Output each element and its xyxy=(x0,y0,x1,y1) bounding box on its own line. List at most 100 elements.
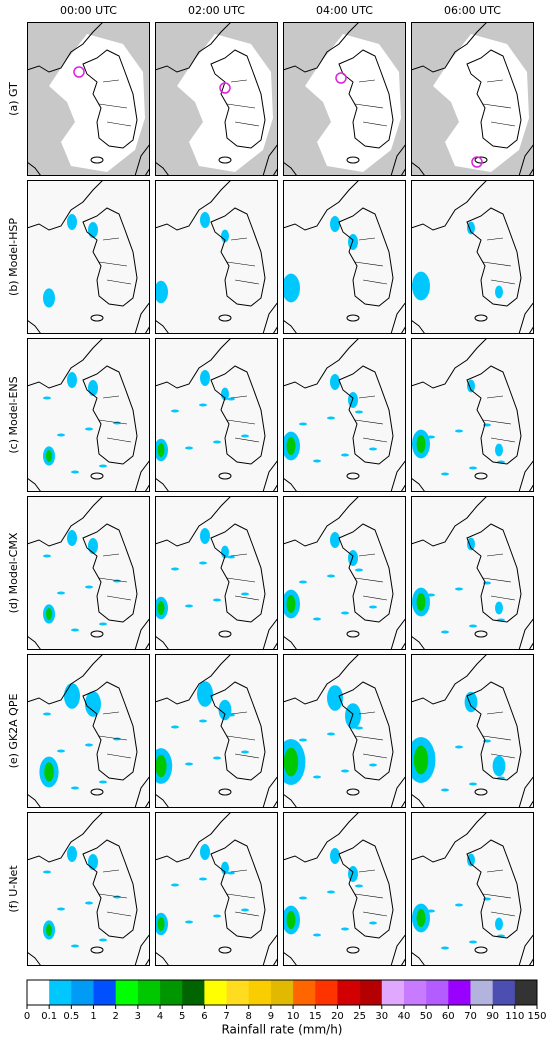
rain-speck xyxy=(85,427,93,431)
rain-speck xyxy=(99,622,107,626)
rain-speck xyxy=(71,470,79,474)
colorbar-swatch xyxy=(337,980,360,1005)
highlight-circle xyxy=(73,66,85,78)
rain-area xyxy=(348,866,358,882)
rain-area xyxy=(67,530,77,546)
panel-frame xyxy=(155,22,278,176)
rain-speck xyxy=(227,397,235,401)
map-background xyxy=(411,338,534,492)
rain-speck xyxy=(71,944,79,948)
map-panel xyxy=(283,654,406,808)
map-panel xyxy=(155,812,278,966)
row-label: (e) GK2A QPE xyxy=(7,694,20,769)
rain-core xyxy=(416,593,426,611)
panel-frame xyxy=(283,180,406,334)
row-label: (d) Model-CMX xyxy=(7,532,20,613)
rain-speck xyxy=(313,617,321,621)
rain-core xyxy=(157,917,165,931)
colorbar-swatch xyxy=(27,980,50,1005)
colorbar-tick-label: 1 xyxy=(90,1011,96,1022)
rain-core xyxy=(157,443,165,457)
map-background xyxy=(27,812,150,966)
rain-area xyxy=(330,848,340,864)
panel-frame xyxy=(411,180,534,334)
rain-speck xyxy=(427,435,435,439)
rain-speck xyxy=(185,446,193,450)
rain-area xyxy=(64,683,80,709)
rain-area xyxy=(327,685,343,711)
panel-frame xyxy=(155,496,278,650)
radar-coverage xyxy=(305,34,401,172)
colorbar-tick-label: 6 xyxy=(201,1011,207,1022)
rain-core xyxy=(413,745,429,775)
radar-coverage xyxy=(49,34,145,172)
rain-area xyxy=(200,212,210,228)
rain-speck xyxy=(185,604,193,608)
panel-frame xyxy=(155,338,278,492)
rain-speck xyxy=(441,630,449,634)
colorbar-swatch xyxy=(403,980,427,1005)
rain-area xyxy=(495,601,503,615)
rain-area xyxy=(412,271,430,301)
colorbar-tick-label: 0 xyxy=(24,1011,30,1022)
map-panel xyxy=(27,22,150,176)
rain-speck xyxy=(57,591,65,595)
colorbar-frame xyxy=(26,979,538,1006)
colorbar-tick-label: 60 xyxy=(442,1011,455,1022)
map-background xyxy=(155,180,278,334)
panel-frame xyxy=(27,180,150,334)
map-background xyxy=(155,654,278,808)
rain-area xyxy=(330,532,340,548)
colorbar-swatch xyxy=(204,980,227,1005)
map-panel xyxy=(155,180,278,334)
rain-speck xyxy=(241,908,249,912)
panel-frame xyxy=(411,812,534,966)
rain-speck xyxy=(199,561,207,565)
colorbar-swatch xyxy=(270,980,294,1005)
colorbar-tick-label: 5 xyxy=(179,1011,185,1022)
panel-frame xyxy=(155,654,278,808)
panel-frame xyxy=(155,812,278,966)
panel-frame xyxy=(411,22,534,176)
map-panel xyxy=(411,22,534,176)
rain-core xyxy=(416,435,426,453)
rain-speck xyxy=(199,877,207,881)
map-panel xyxy=(27,812,150,966)
colorbar-swatch xyxy=(426,980,449,1005)
rain-speck xyxy=(227,713,235,717)
colorbar-tick-label: 0.1 xyxy=(41,1011,57,1022)
rain-area xyxy=(283,273,300,303)
rain-speck xyxy=(171,883,179,887)
colorbar-swatch xyxy=(182,980,205,1005)
rain-speck xyxy=(469,624,477,628)
rain-speck xyxy=(341,453,349,457)
colorbar-swatch xyxy=(470,980,493,1005)
map-background xyxy=(27,496,150,650)
rain-speck xyxy=(441,472,449,476)
map-panel xyxy=(411,180,534,334)
rain-speck xyxy=(227,555,235,559)
rain-area xyxy=(221,387,229,401)
colorbar-swatch xyxy=(448,980,471,1005)
rain-core xyxy=(286,595,296,613)
rain-speck xyxy=(57,433,65,437)
map-background xyxy=(283,812,406,966)
row-label: (c) Model-ENS xyxy=(7,376,20,453)
map-panel xyxy=(411,338,534,492)
rain-speck xyxy=(313,933,321,937)
map-background xyxy=(411,180,534,334)
radar-coverage xyxy=(177,34,273,172)
rain-speck xyxy=(427,751,435,755)
rain-speck xyxy=(441,788,449,792)
map-background xyxy=(155,496,278,650)
rain-speck xyxy=(313,459,321,463)
rain-speck xyxy=(199,403,207,407)
colorbar-swatch xyxy=(93,980,116,1005)
rain-speck xyxy=(327,574,335,578)
rain-core xyxy=(44,762,54,782)
highlight-circle xyxy=(219,82,231,94)
colorbar-swatch xyxy=(49,980,72,1005)
rain-speck xyxy=(199,719,207,723)
rain-area xyxy=(200,528,210,544)
